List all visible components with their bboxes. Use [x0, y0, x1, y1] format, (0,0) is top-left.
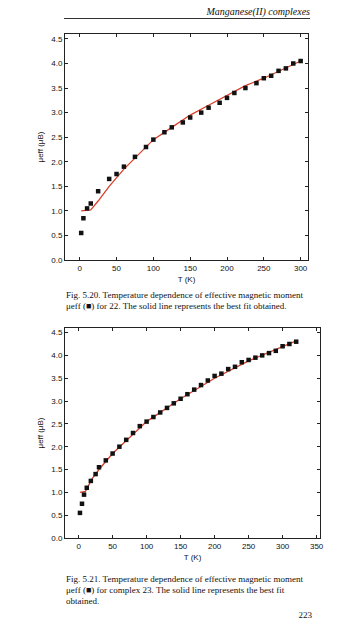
svg-text:3.5: 3.5 — [51, 374, 63, 383]
svg-text:μeff (μB): μeff (μB) — [36, 417, 45, 448]
svg-text:50: 50 — [112, 264, 121, 273]
html-text:223: 223 — [298, 610, 312, 620]
html-text:Fig. 5.20. Temperature depende: Fig. 5.20. Temperature dependence of eff… — [66, 290, 303, 311]
svg-text:350: 350 — [310, 542, 324, 551]
svg-text:1.0: 1.0 — [51, 207, 63, 216]
svg-text:1.0: 1.0 — [51, 488, 63, 497]
svg-text:μeff (μB): μeff (μB) — [36, 131, 45, 162]
svg-text:0.0: 0.0 — [51, 256, 63, 265]
svg-text:1.5: 1.5 — [51, 182, 63, 191]
svg-text:4.5: 4.5 — [51, 328, 63, 337]
svg-text:0: 0 — [76, 542, 81, 551]
svg-text:4.0: 4.0 — [51, 59, 63, 68]
svg-text:3.0: 3.0 — [51, 108, 63, 117]
svg-text:2.5: 2.5 — [51, 133, 63, 142]
svg-text:2.5: 2.5 — [51, 420, 63, 429]
svg-text:3.0: 3.0 — [51, 397, 63, 406]
svg-text:300: 300 — [276, 542, 290, 551]
svg-text:0: 0 — [78, 264, 83, 273]
svg-text:0.0: 0.0 — [51, 534, 63, 543]
svg-text:200: 200 — [220, 264, 234, 273]
svg-text:1.5: 1.5 — [51, 465, 63, 474]
svg-text:150: 150 — [184, 264, 198, 273]
svg-text:T (K): T (K) — [178, 275, 196, 284]
svg-text:2.0: 2.0 — [51, 443, 63, 452]
svg-text:0.5: 0.5 — [51, 231, 63, 240]
svg-text:50: 50 — [108, 542, 117, 551]
svg-text:250: 250 — [242, 542, 256, 551]
svg-text:4.0: 4.0 — [51, 351, 63, 360]
svg-text:0.5: 0.5 — [51, 511, 63, 520]
svg-text:100: 100 — [140, 542, 154, 551]
svg-text:200: 200 — [208, 542, 222, 551]
svg-text:300: 300 — [294, 264, 308, 273]
svg-text:150: 150 — [174, 542, 188, 551]
svg-text:2.0: 2.0 — [51, 158, 63, 167]
html-text:Manganese(II) complexes: Manganese(II) complexes — [206, 6, 310, 17]
svg-text:4.5: 4.5 — [51, 35, 63, 44]
svg-text:100: 100 — [147, 264, 161, 273]
html-text:Fig. 5.21. Temperature depende: Fig. 5.21. Temperature dependence of eff… — [66, 574, 303, 606]
svg-text:T (K): T (K) — [184, 553, 202, 562]
svg-text:250: 250 — [257, 264, 271, 273]
svg-text:3.5: 3.5 — [51, 84, 63, 93]
